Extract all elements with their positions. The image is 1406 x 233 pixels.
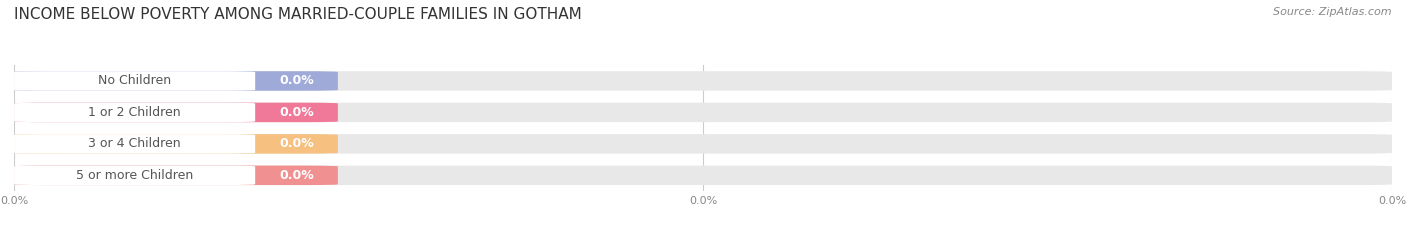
FancyBboxPatch shape bbox=[14, 134, 337, 154]
Text: 0.0%: 0.0% bbox=[280, 75, 314, 87]
Text: 0.0%: 0.0% bbox=[280, 137, 314, 150]
FancyBboxPatch shape bbox=[14, 103, 256, 122]
Text: INCOME BELOW POVERTY AMONG MARRIED-COUPLE FAMILIES IN GOTHAM: INCOME BELOW POVERTY AMONG MARRIED-COUPL… bbox=[14, 7, 582, 22]
Text: 0.0%: 0.0% bbox=[280, 169, 314, 182]
FancyBboxPatch shape bbox=[14, 134, 256, 154]
FancyBboxPatch shape bbox=[14, 71, 337, 91]
Text: 1 or 2 Children: 1 or 2 Children bbox=[89, 106, 181, 119]
Text: 0.0%: 0.0% bbox=[280, 106, 314, 119]
FancyBboxPatch shape bbox=[14, 103, 337, 122]
Text: No Children: No Children bbox=[98, 75, 172, 87]
FancyBboxPatch shape bbox=[14, 166, 1392, 185]
Text: Source: ZipAtlas.com: Source: ZipAtlas.com bbox=[1274, 7, 1392, 17]
FancyBboxPatch shape bbox=[14, 166, 337, 185]
Text: 5 or more Children: 5 or more Children bbox=[76, 169, 193, 182]
FancyBboxPatch shape bbox=[14, 166, 256, 185]
Text: 3 or 4 Children: 3 or 4 Children bbox=[89, 137, 181, 150]
FancyBboxPatch shape bbox=[14, 71, 1392, 91]
FancyBboxPatch shape bbox=[14, 134, 1392, 154]
FancyBboxPatch shape bbox=[14, 71, 256, 91]
FancyBboxPatch shape bbox=[14, 103, 1392, 122]
